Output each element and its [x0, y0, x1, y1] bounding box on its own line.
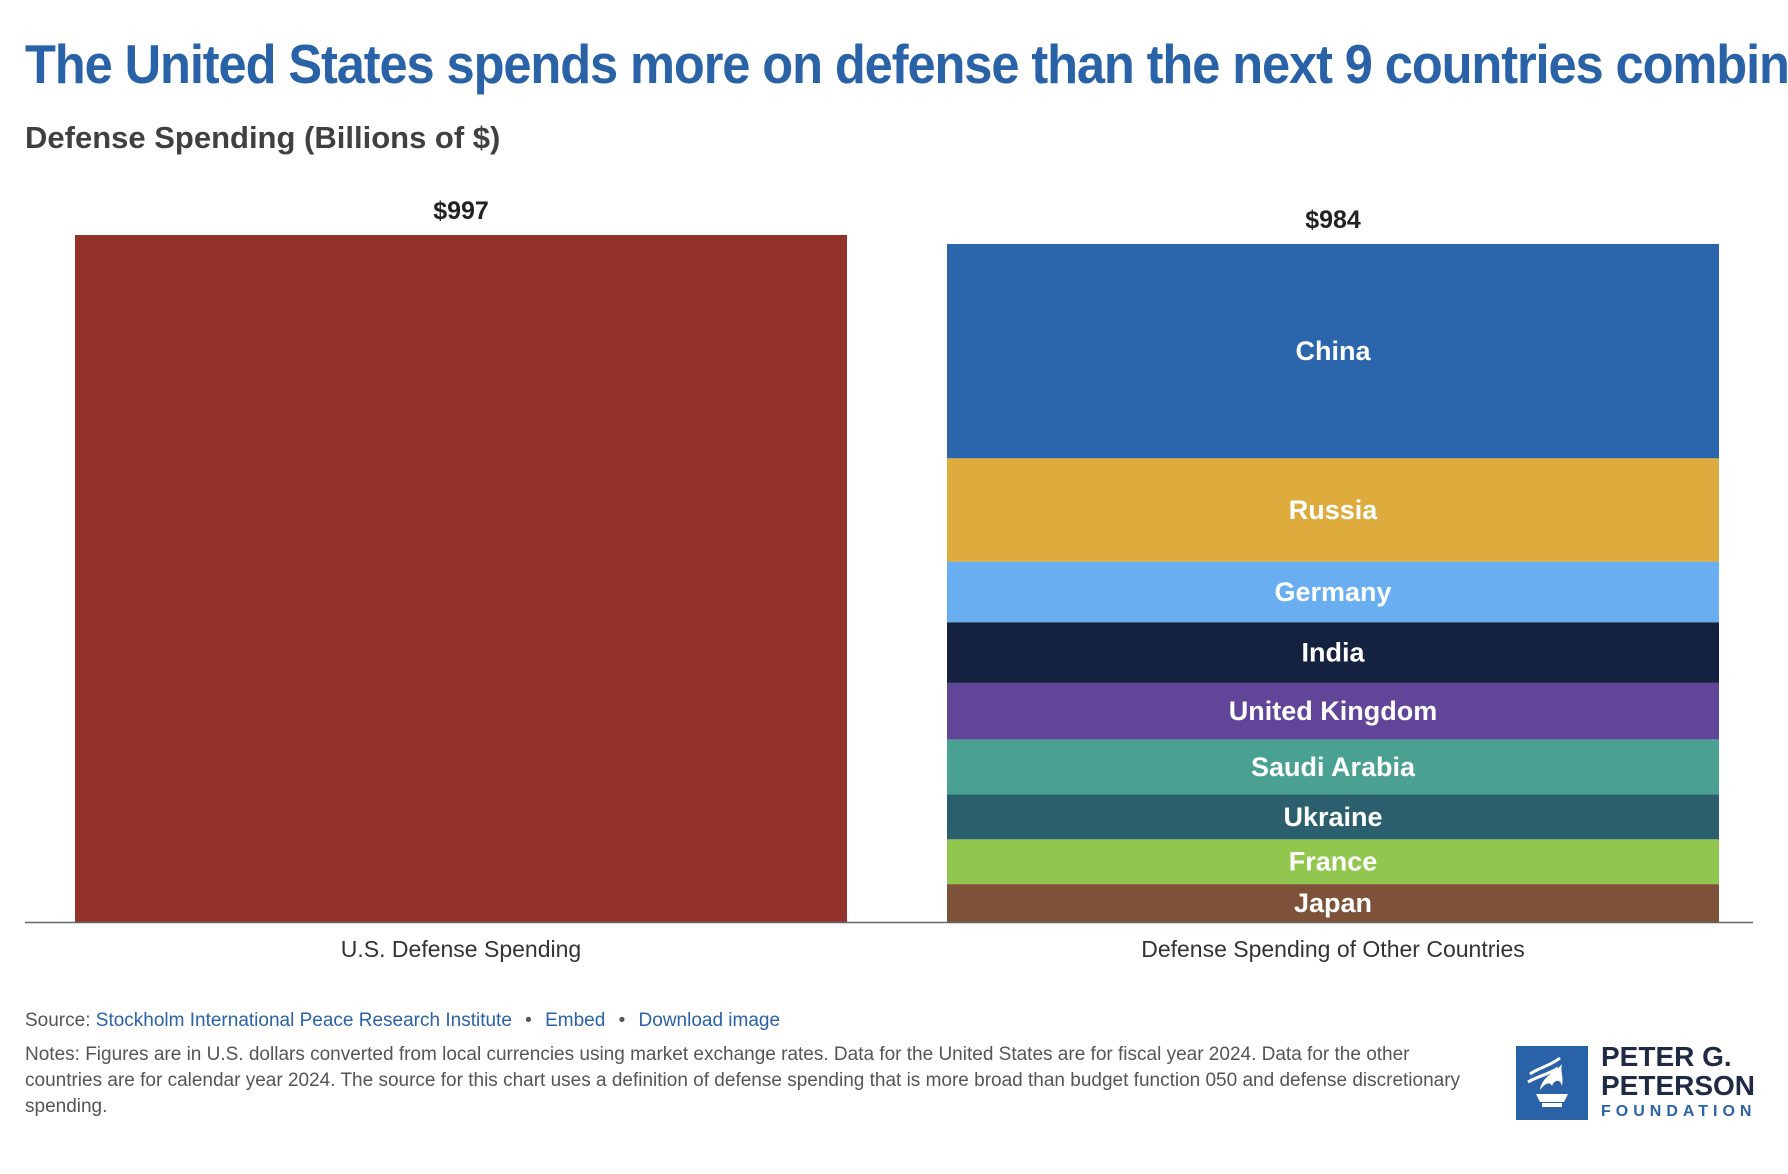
- total-label-us: $997: [433, 197, 489, 225]
- bars-group: [75, 235, 1719, 922]
- bar-segment-japan: [947, 884, 1719, 922]
- chart-title: The United States spends more on defense…: [25, 33, 1788, 95]
- total-labels-group: $997 $984: [433, 197, 1361, 234]
- segment-labels-group: Japan France Ukraine Saudi Arabia United Kin…: [1229, 336, 1437, 918]
- bar-segment-germany: [947, 561, 1719, 623]
- torch-logo-icon: [1516, 1046, 1588, 1120]
- download-image-link[interactable]: Download image: [638, 1010, 781, 1031]
- logo-line-1: PETER G.: [1601, 1041, 1732, 1072]
- segment-label-germany: Germany: [1274, 577, 1391, 607]
- segment-label-france: France: [1289, 847, 1378, 877]
- segment-label-saudi-arabia: Saudi Arabia: [1251, 752, 1416, 782]
- bar-segment-united-kingdom: [947, 682, 1719, 740]
- source-line: Source: Stockholm International Peace Re…: [25, 1010, 1465, 1032]
- bar-segment-ukraine: [947, 794, 1719, 840]
- peterson-foundation-logo[interactable]: PETER G. PETERSON FOUNDATION: [1516, 1042, 1776, 1132]
- stacked-bar-chart: Japan France Ukraine Saudi Arabia United Kin…: [25, 197, 1753, 962]
- segment-label-russia: Russia: [1289, 495, 1379, 525]
- chart-footer: Source: Stockholm International Peace Re…: [25, 1010, 1465, 1120]
- separator-dot: •: [525, 1010, 532, 1031]
- segment-label-india: India: [1301, 638, 1365, 668]
- bar-segment-saudi-arabia: [947, 739, 1719, 795]
- segment-label-japan: Japan: [1294, 888, 1372, 918]
- bar-segment-russia: [947, 458, 1719, 562]
- category-label-u-s-defense-spending: U.S. Defense Spending: [341, 936, 581, 962]
- segment-label-ukraine: Ukraine: [1283, 802, 1382, 832]
- category-label-defense-spending-of-other-countries: Defense Spending of Other Countries: [1141, 936, 1525, 962]
- source-link[interactable]: Stockholm International Peace Research I…: [95, 1010, 512, 1031]
- segment-label-china: China: [1295, 336, 1371, 366]
- total-label-others: $984: [1305, 206, 1361, 234]
- bar-segment-france: [947, 839, 1719, 885]
- logo-line-3: FOUNDATION: [1601, 1103, 1757, 1120]
- chart-subtitle: Defense Spending (Billions of $): [25, 120, 501, 155]
- segment-label-united-kingdom: United Kingdom: [1229, 696, 1437, 726]
- bar-segment-united-states: [75, 235, 847, 922]
- embed-link[interactable]: Embed: [545, 1010, 606, 1031]
- chart-notes: Notes: Figures are in U.S. dollars conve…: [25, 1044, 1461, 1117]
- logo-line-2: PETERSON: [1601, 1070, 1756, 1101]
- logo-wordmark: PETER G. PETERSON FOUNDATION: [1601, 1042, 1756, 1121]
- category-labels-group: U.S. Defense Spending Defense Spending of…: [341, 936, 1525, 962]
- separator-dot: •: [618, 1010, 626, 1031]
- bar-segment-china: [947, 243, 1719, 459]
- source-prefix: Source:: [25, 1010, 91, 1031]
- bar-segment-india: [947, 622, 1719, 683]
